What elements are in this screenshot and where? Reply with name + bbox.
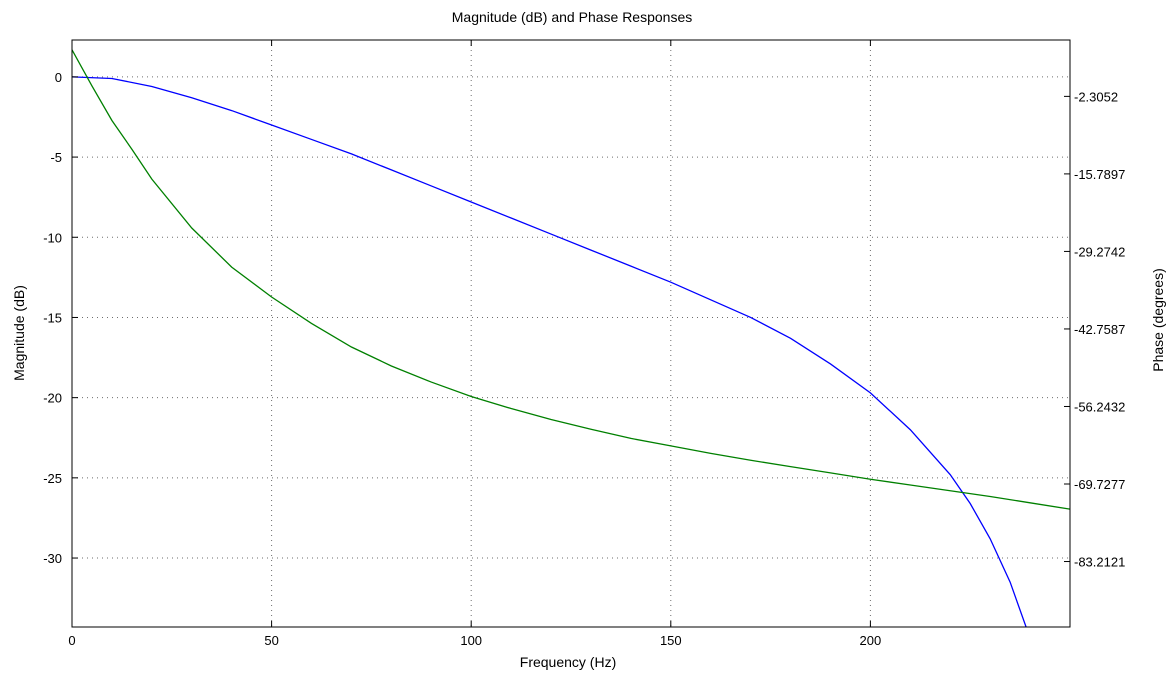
plot-frame-outline xyxy=(71,39,1071,628)
y-tick-label-left: 0 xyxy=(55,70,62,85)
chart-title: Magnitude (dB) and Phase Responses xyxy=(452,9,692,25)
y-tick-label-left: -10 xyxy=(43,230,62,245)
x-tick-label: 50 xyxy=(264,633,278,648)
y-tick-label-left: -15 xyxy=(43,310,62,325)
y-axis-right-title: Phase (degrees) xyxy=(1150,268,1166,372)
y-tick-label-right: -29.2742 xyxy=(1074,244,1125,259)
y-axis-right: -2.3052 -15.7897 -29.2742 -42.7587 -56.2432 -… xyxy=(1074,89,1125,569)
plot-area xyxy=(71,39,1071,628)
magnitude-series-line xyxy=(72,76,1027,627)
y-tick-label-right: -2.3052 xyxy=(1074,89,1118,104)
x-axis-title: Frequency (Hz) xyxy=(520,654,616,670)
y-tick-label-left: -20 xyxy=(43,391,62,406)
x-tick-label: 150 xyxy=(660,633,682,648)
y-tick-label-left: -25 xyxy=(43,471,62,486)
x-tick-label: 200 xyxy=(860,633,882,648)
y-tick-label-right: -15.7897 xyxy=(1074,167,1125,182)
y-tick-label-left: -5 xyxy=(50,150,62,165)
x-tick-label: 0 xyxy=(68,633,75,648)
y-tick-label-right: -56.2432 xyxy=(1074,399,1125,414)
y-tick-label-right: -69.7277 xyxy=(1074,477,1125,492)
phase-series-line xyxy=(72,49,1070,510)
y-tick-label-left: -30 xyxy=(43,551,62,566)
tick-layer xyxy=(71,40,1070,627)
y-axis-left-title: Magnitude (dB) xyxy=(11,285,27,381)
series-layer xyxy=(72,49,1070,627)
y-tick-label-right: -42.7587 xyxy=(1074,322,1125,337)
y-tick-label-right: -83.2121 xyxy=(1074,555,1125,570)
y-axis-left: 0 -5 -10 -15 -20 -25 -30 xyxy=(43,70,62,566)
x-tick-label: 100 xyxy=(460,633,482,648)
x-axis: 0 50 100 150 200 xyxy=(68,633,881,648)
